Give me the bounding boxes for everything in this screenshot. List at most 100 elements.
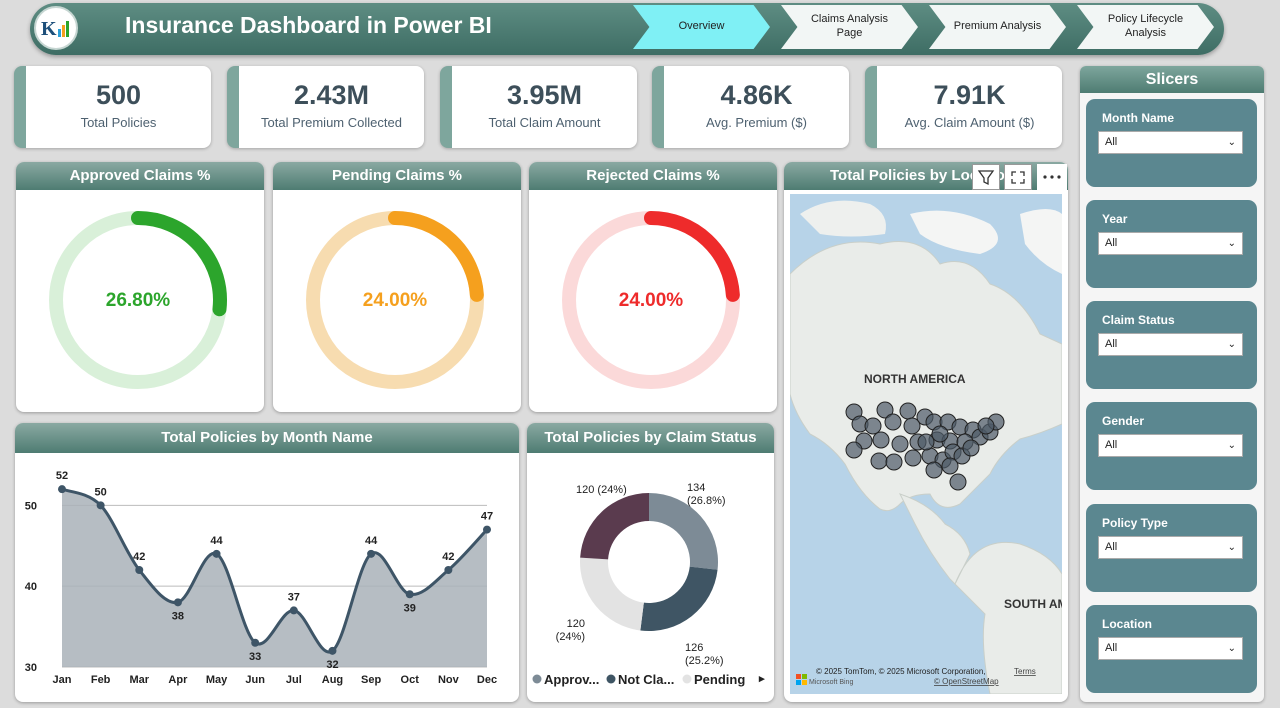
dropdown-value: All bbox=[1105, 136, 1118, 148]
gauge-value: 24.00% bbox=[362, 290, 428, 311]
data-point[interactable] bbox=[405, 590, 414, 599]
location-bubbles[interactable] bbox=[845, 401, 1005, 491]
pending-claims-card: Pending Claims % 24.00% bbox=[273, 162, 521, 412]
tab-premium-analysis[interactable]: Premium Analysis bbox=[929, 5, 1066, 49]
slice-label: 120 (24%) bbox=[556, 618, 585, 643]
data-point[interactable] bbox=[483, 525, 491, 534]
kpi-avg-premium: 4.86K Avg. Premium ($) bbox=[652, 66, 849, 148]
donut-slice[interactable] bbox=[649, 493, 718, 570]
slicer-label: Policy Type bbox=[1102, 516, 1168, 530]
data-point[interactable] bbox=[173, 598, 182, 607]
x-tick-label: Apr bbox=[168, 674, 188, 686]
year-dropdown[interactable]: All ⌄ bbox=[1098, 232, 1243, 255]
donut-chart-card: Total Policies by Claim Status 134 (26.8%… bbox=[527, 423, 774, 702]
data-label: 37 bbox=[288, 591, 300, 603]
bing-logo-text: Microsoft Bing bbox=[809, 679, 853, 686]
tab-overview[interactable]: Overview bbox=[633, 5, 770, 49]
kpi-label: Avg. Premium ($) bbox=[706, 115, 807, 130]
gauge-arc bbox=[131, 211, 227, 317]
legend-item[interactable]: Approv... bbox=[544, 672, 599, 687]
data-label: 42 bbox=[133, 551, 145, 563]
donut-slice[interactable] bbox=[580, 493, 649, 560]
kpi-value: 500 bbox=[95, 80, 142, 110]
data-point[interactable] bbox=[135, 566, 144, 574]
more-options-icon[interactable] bbox=[1037, 164, 1067, 190]
osm-link[interactable]: © OpenStreetMap bbox=[934, 677, 999, 686]
slicer-label: Location bbox=[1102, 617, 1152, 631]
data-label: 47 bbox=[481, 511, 493, 523]
data-label: 44 bbox=[365, 535, 378, 547]
x-tick-label: Jun bbox=[245, 674, 265, 686]
donut-slice[interactable] bbox=[580, 557, 644, 631]
tab-policy-lifecycle[interactable]: Policy Lifecycle Analysis bbox=[1077, 5, 1214, 49]
chevron-down-icon: ⌄ bbox=[1227, 137, 1236, 148]
x-tick-label: Dec bbox=[477, 674, 497, 686]
kpi-label: Total Premium Collected bbox=[261, 115, 402, 130]
data-point[interactable] bbox=[444, 566, 453, 574]
gender-dropdown[interactable]: All ⌄ bbox=[1098, 434, 1243, 457]
gauge-arc bbox=[644, 211, 740, 302]
filter-icon[interactable] bbox=[972, 164, 1000, 190]
claim-status-dropdown[interactable]: All ⌄ bbox=[1098, 333, 1243, 356]
chevron-down-icon: ⌄ bbox=[1227, 339, 1236, 350]
data-label: 52 bbox=[56, 470, 68, 482]
kpi-value: 2.43M bbox=[293, 80, 370, 110]
data-label: 39 bbox=[404, 602, 416, 614]
focus-mode-icon[interactable] bbox=[1004, 164, 1032, 190]
svg-text:K: K bbox=[41, 18, 57, 40]
legend-marker bbox=[532, 674, 542, 684]
slice-label: 120 (24%) bbox=[576, 484, 627, 496]
dropdown-value: All bbox=[1105, 237, 1118, 249]
line-chart: 30 40 50 52 Jan 50 Feb 42 Mar 38 Apr 44 May 33 Jun 37 Ju… bbox=[25, 470, 497, 686]
slicer-label: Gender bbox=[1102, 414, 1145, 428]
slicer-policy-type: Policy Type All ⌄ bbox=[1086, 504, 1257, 592]
chevron-down-icon: ⌄ bbox=[1227, 238, 1236, 249]
data-label: 42 bbox=[442, 551, 454, 563]
data-point[interactable] bbox=[58, 485, 66, 494]
map-terms-link[interactable]: Terms bbox=[1014, 667, 1036, 676]
x-tick-label: Nov bbox=[438, 674, 460, 686]
data-point[interactable] bbox=[251, 638, 260, 647]
card-title: Total Policies by Month Name bbox=[15, 423, 519, 453]
legend-item[interactable]: Pending bbox=[694, 672, 745, 687]
data-label: 44 bbox=[210, 535, 223, 547]
donut-slice[interactable] bbox=[640, 566, 718, 631]
map-view[interactable]: NORTH AMERICA SOUTH AM Microsoft Bing © … bbox=[790, 194, 1062, 694]
approved-gauge bbox=[49, 211, 227, 389]
kpi-label: Avg. Claim Amount ($) bbox=[904, 115, 1035, 130]
data-point[interactable] bbox=[212, 549, 221, 558]
dropdown-value: All bbox=[1105, 338, 1118, 350]
chevron-down-icon: ⌄ bbox=[1227, 542, 1236, 553]
data-label: 33 bbox=[249, 651, 261, 663]
legend-item[interactable]: Not Cla... bbox=[618, 672, 674, 687]
tab-claims-analysis[interactable]: Claims Analysis Page bbox=[781, 5, 918, 49]
map-copyright: © 2025 TomTom, © 2025 Microsoft Corporat… bbox=[816, 667, 986, 676]
data-label: 50 bbox=[95, 486, 107, 498]
gauge-value: 26.80% bbox=[105, 290, 171, 311]
y-tick-label: 40 bbox=[25, 581, 37, 593]
slicer-label: Claim Status bbox=[1102, 313, 1175, 327]
data-point[interactable] bbox=[289, 606, 298, 615]
legend-marker bbox=[606, 674, 616, 684]
kpi-avg-claim-amount: 7.91K Avg. Claim Amount ($) bbox=[865, 66, 1062, 148]
kpi-value: 7.91K bbox=[933, 80, 1006, 110]
data-point[interactable] bbox=[328, 646, 337, 655]
slice-label: 126 (25.2%) bbox=[685, 642, 724, 667]
data-point[interactable] bbox=[96, 501, 105, 510]
dropdown-value: All bbox=[1105, 541, 1118, 553]
month-name-dropdown[interactable]: All ⌄ bbox=[1098, 131, 1243, 154]
donut-chart: 134 (26.8%) 126 (25.2%) 120 (24%) 120 (24%) App… bbox=[532, 482, 765, 687]
kpi-total-claim-amount: 3.95M Total Claim Amount bbox=[440, 66, 637, 148]
policy-type-dropdown[interactable]: All ⌄ bbox=[1098, 536, 1243, 559]
dropdown-value: All bbox=[1105, 439, 1118, 451]
legend-next-arrow[interactable]: ▸ bbox=[758, 673, 765, 685]
slice-label: 134 (26.8%) bbox=[687, 482, 726, 507]
data-point[interactable] bbox=[367, 549, 376, 558]
data-label: 38 bbox=[172, 610, 184, 622]
card-title: Pending Claims % bbox=[273, 162, 521, 190]
kpi-label: Total Claim Amount bbox=[488, 115, 601, 130]
slicer-location: Location All ⌄ bbox=[1086, 605, 1257, 693]
location-dropdown[interactable]: All ⌄ bbox=[1098, 637, 1243, 660]
kpi-label: Total Policies bbox=[80, 115, 157, 130]
area-fill bbox=[62, 489, 487, 667]
